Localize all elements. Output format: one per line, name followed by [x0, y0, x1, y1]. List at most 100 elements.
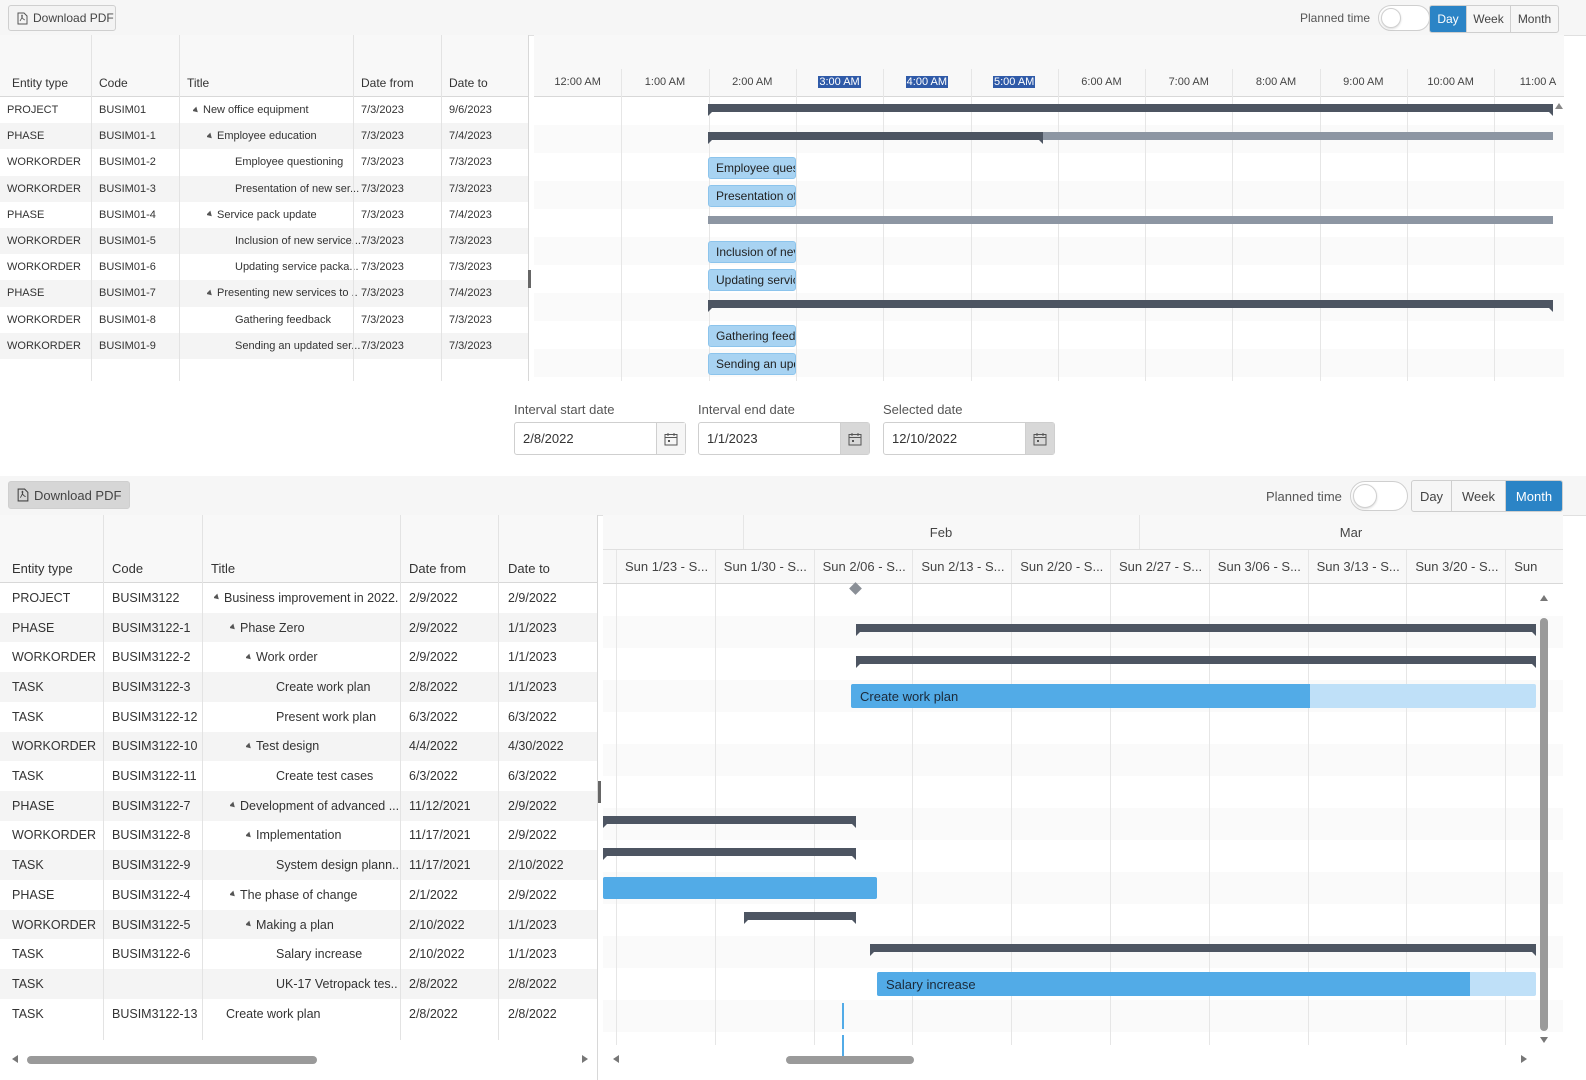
task-bar[interactable]: Updating servic [708, 269, 796, 291]
expand-arrow-icon[interactable] [246, 831, 253, 840]
table-cell-to: 2/9/2022 [508, 798, 557, 813]
task-bar-create-work-plan[interactable]: Create work plan [851, 684, 1536, 708]
table-row[interactable]: PHASE BUSIM01-7 Presenting new services to… [0, 280, 528, 307]
table-row[interactable]: WORKORDER BUSIM3122-5 Making a plan 2/10/20… [0, 909, 597, 940]
expand-arrow-icon[interactable] [193, 106, 200, 114]
interval-start-date-input[interactable]: 2/8/2022 [523, 431, 574, 446]
bottom-col-entity-type[interactable]: Entity type [12, 561, 73, 576]
bottom-view-month[interactable]: Month [1505, 481, 1562, 511]
task-bar[interactable]: Employee ques [708, 157, 796, 179]
expand-arrow-icon[interactable] [246, 742, 253, 751]
grid-scroll-right-arrow[interactable] [582, 1055, 588, 1063]
summary-bar[interactable] [708, 216, 1553, 224]
top-splitter-handle[interactable] [528, 270, 531, 288]
table-row[interactable]: PHASE BUSIM01-4 Service pack update 7/3/202… [0, 202, 528, 228]
calendar-icon[interactable] [840, 423, 869, 454]
table-row[interactable]: WORKORDER BUSIM3122-10 Test design 4/4/2022… [0, 731, 597, 762]
top-planned-time-toggle[interactable] [1378, 5, 1431, 31]
task-bar[interactable]: Gathering feedl [708, 325, 796, 347]
bottom-col-date-to[interactable]: Date to [508, 561, 550, 576]
table-cell-from: 7/3/2023 [361, 235, 404, 248]
table-row[interactable]: PROJECT BUSIM01 New office equipment 7/3/20… [0, 97, 528, 123]
expand-arrow-icon[interactable] [230, 623, 237, 632]
expand-arrow-icon[interactable] [246, 653, 253, 662]
table-row[interactable]: TASK BUSIM3122-6 Salary increase 2/10/2022 1… [0, 939, 597, 969]
table-row[interactable]: TASK BUSIM3122-12 Present work plan 6/3/202… [0, 702, 597, 732]
summary-bar[interactable] [856, 656, 1536, 668]
summary-bar[interactable] [708, 300, 1553, 312]
bottom-splitter-handle[interactable] [598, 781, 601, 803]
table-row[interactable]: WORKORDER BUSIM01-2 Employee questioning 7/… [0, 149, 528, 175]
summary-bar[interactable] [603, 848, 856, 860]
table-row[interactable]: TASK BUSIM3122-13 Create work plan 2/8/2022… [0, 999, 597, 1029]
top-download-pdf-button[interactable]: Download PDF [8, 5, 116, 31]
task-marker[interactable] [842, 1035, 844, 1061]
chart-horizontal-scrollbar[interactable] [786, 1056, 914, 1064]
chart-vertical-scrollbar[interactable] [1540, 618, 1548, 1031]
hour-gridline [1232, 69, 1234, 97]
table-row[interactable]: TASK BUSIM3122-3 Create work plan 2/8/2022 1… [0, 672, 597, 702]
expand-arrow-icon[interactable] [246, 920, 253, 929]
table-row[interactable]: TASK UK-17 Vetropack tes... 2/8/2022 2/8/20… [0, 969, 597, 999]
bottom-col-date-from[interactable]: Date from [409, 561, 467, 576]
task-marker[interactable] [842, 1003, 844, 1029]
top-col-date-to[interactable]: Date to [449, 76, 488, 90]
expand-arrow-icon[interactable] [207, 132, 214, 141]
summary-bar[interactable] [603, 816, 856, 828]
expand-arrow-icon[interactable] [230, 801, 237, 810]
table-row[interactable]: WORKORDER BUSIM01-9 Sending an updated ser… [0, 332, 528, 359]
expand-arrow-icon[interactable] [214, 593, 221, 602]
task-bar[interactable]: Presentation of [708, 185, 796, 207]
task-bar-salary-increase[interactable]: Salary increase [877, 972, 1536, 996]
task-bar-system-design[interactable] [603, 877, 877, 899]
top-col-code[interactable]: Code [99, 76, 128, 90]
selected-date-input[interactable]: 12/10/2022 [892, 431, 958, 446]
table-row[interactable]: WORKORDER BUSIM3122-8 Implementation 11/17/… [0, 821, 597, 851]
bottom-view-week[interactable]: Week [1451, 481, 1505, 511]
top-col-title[interactable]: Title [187, 76, 210, 90]
task-bar[interactable]: Inclusion of nev [708, 241, 796, 263]
top-view-day[interactable]: Day [1430, 6, 1466, 32]
bottom-download-pdf-button[interactable]: Download PDF [8, 481, 130, 509]
table-row[interactable]: PHASE BUSIM3122-7 Development of advanced … [0, 790, 597, 821]
top-view-week[interactable]: Week [1466, 6, 1510, 32]
top-col-entity-type[interactable]: Entity type [12, 76, 69, 90]
expand-arrow-icon[interactable] [207, 289, 214, 298]
chart-scroll-down-arrow[interactable] [1540, 1037, 1548, 1043]
table-row[interactable]: PHASE BUSIM01-1 Employee education 7/3/2023… [0, 123, 528, 150]
chart-scroll-left-arrow[interactable] [613, 1055, 619, 1063]
bottom-view-day[interactable]: Day [1419, 488, 1444, 504]
table-row[interactable]: TASK BUSIM3122-11 Create test cases 6/3/202… [0, 761, 597, 791]
table-row[interactable]: WORKORDER BUSIM01-5 Inclusion of new servi… [0, 228, 528, 255]
top-scroll-up-arrow[interactable] [1555, 103, 1563, 109]
chart-scroll-up-arrow[interactable] [1540, 595, 1548, 601]
task-bar[interactable]: Sending an upd [708, 353, 796, 375]
summary-bar[interactable] [708, 132, 1553, 140]
grid-horizontal-scrollbar[interactable] [27, 1056, 317, 1064]
interval-end-date-input[interactable]: 1/1/2023 [707, 431, 758, 446]
expand-arrow-icon[interactable] [207, 211, 214, 219]
calendar-icon[interactable] [656, 423, 685, 454]
grid-scroll-left-arrow[interactable] [12, 1055, 18, 1063]
top-view-month[interactable]: Month [1510, 6, 1558, 32]
summary-bar[interactable] [708, 104, 1553, 116]
table-row[interactable]: WORKORDER BUSIM01-3 Presentation of new se… [0, 175, 528, 202]
table-cell-title: Employee questioning [221, 149, 372, 175]
table-row[interactable]: PHASE BUSIM3122-4 The phase of change 2/1/2… [0, 880, 597, 910]
summary-bar[interactable] [870, 944, 1536, 956]
table-row[interactable]: WORKORDER BUSIM01-6 Updating service packa… [0, 254, 528, 280]
table-row[interactable]: TASK BUSIM3122-9 System design plann... 11/… [0, 850, 597, 880]
table-row[interactable]: PROJECT BUSIM3122 Business improvement in … [0, 583, 597, 613]
expand-arrow-icon[interactable] [230, 890, 237, 899]
table-row[interactable]: WORKORDER BUSIM3122-2 Work order 2/9/2022 1/… [0, 642, 597, 672]
bottom-planned-time-toggle[interactable] [1349, 481, 1408, 511]
top-col-date-from[interactable]: Date from [361, 76, 414, 90]
chart-scroll-right-arrow[interactable] [1521, 1055, 1527, 1063]
bottom-col-title[interactable]: Title [211, 561, 236, 576]
table-row[interactable]: PHASE BUSIM3122-1 Phase Zero 2/9/2022 1/1/20… [0, 612, 597, 643]
summary-bar[interactable] [856, 624, 1536, 636]
summary-bar[interactable] [744, 912, 856, 924]
bottom-col-code[interactable]: Code [112, 561, 144, 576]
table-row[interactable]: WORKORDER BUSIM01-8 Gathering feedback 7/3/… [0, 307, 528, 333]
calendar-icon[interactable] [1025, 423, 1054, 454]
